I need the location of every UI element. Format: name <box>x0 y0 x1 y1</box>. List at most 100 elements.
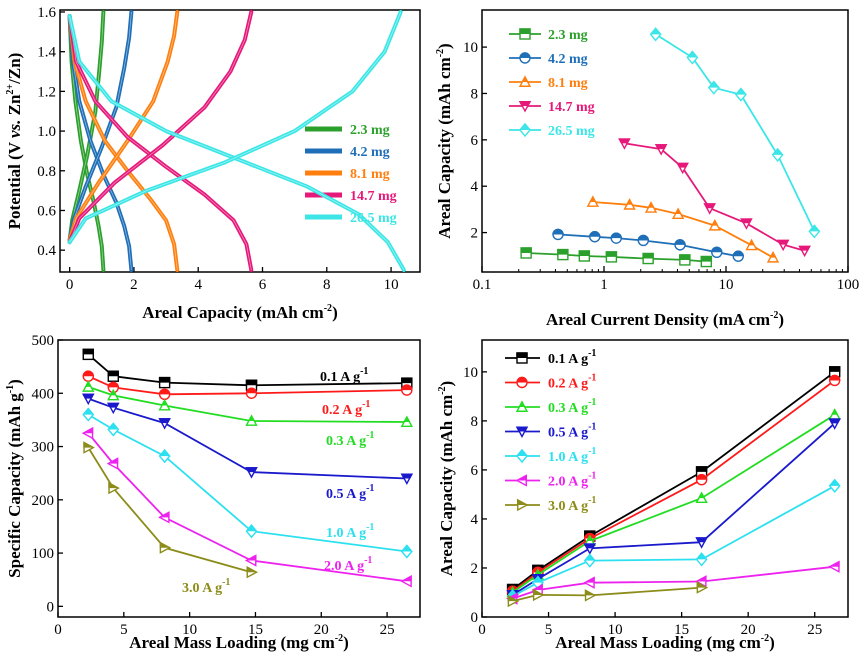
data-point-fill <box>83 441 95 448</box>
data-point-fill <box>674 207 682 215</box>
data-point-fill <box>828 478 841 486</box>
data-point-fill <box>584 589 597 596</box>
y-axis-label-end: ) <box>435 43 454 49</box>
data-point-fill <box>158 418 171 424</box>
y-tick-label: 100 <box>32 546 55 562</box>
x-axis-label-sup: -2 <box>761 633 769 644</box>
x-tick-label: 10 <box>182 622 197 638</box>
series-label: 0.3 A g-1 <box>326 430 374 449</box>
series-label: 0.5 A g-1 <box>326 483 374 502</box>
x-tick-label: 4 <box>194 277 202 293</box>
data-point-fill <box>403 415 411 423</box>
y-axis-label-end: ) <box>5 379 24 385</box>
data-point-fill <box>654 144 668 150</box>
data-point-fill <box>700 255 713 262</box>
x-axis-label: Areal Mass Loading (mg cm-2) <box>555 633 775 652</box>
legend-label-text: 0.3 A g <box>548 401 588 416</box>
discharge-curve <box>67 14 254 272</box>
data-point-fill <box>531 583 543 591</box>
x-tick-label: 10 <box>384 277 399 293</box>
data-point-fill <box>711 246 723 253</box>
legend-label: 8.1 mg <box>350 167 390 182</box>
y-tick-label: 0 <box>47 599 55 615</box>
x-axis-label-sup: -2 <box>335 633 343 644</box>
legend-label: 0.2 A g-1 <box>548 373 596 392</box>
legend-label: 4.2 mg <box>548 52 588 67</box>
x-axis-label: Areal Mass Loading (mg cm-2) <box>129 633 349 652</box>
data-point-fill <box>798 245 811 251</box>
data-point-fill <box>108 481 120 489</box>
data-point-fill <box>647 201 655 208</box>
legend-label-sup: -1 <box>588 446 596 457</box>
data-point-fill <box>732 250 744 257</box>
series-2-3-mg <box>520 247 713 268</box>
plot-frame <box>481 9 849 273</box>
data-point-fill <box>532 588 545 595</box>
data-point-fill <box>748 238 756 246</box>
data-point-fill <box>245 387 258 394</box>
x-tick-label: 100 <box>837 277 860 293</box>
series-label: 2.0 A g-1 <box>324 555 372 574</box>
data-point-fill <box>695 537 708 543</box>
data-point-fill <box>81 427 94 434</box>
legend-label: 14.7 mg <box>350 189 397 204</box>
legend-marker-fill <box>518 400 526 407</box>
y-tick-label: 0.6 <box>37 203 56 219</box>
series-label: 1.0 A g-1 <box>326 522 374 541</box>
data-point-fill <box>82 393 95 399</box>
data-point-fill <box>106 457 119 464</box>
data-point-fill <box>531 575 544 583</box>
data-point-fill <box>676 162 689 168</box>
y-tick-label: 0 <box>471 610 479 626</box>
series-0-2-A-g <box>82 370 413 401</box>
y-tick-label: 4 <box>471 179 479 195</box>
plot-frame <box>481 339 849 618</box>
data-point-fill <box>686 50 699 58</box>
legend-marker-fill <box>521 75 529 82</box>
data-point-fill <box>695 575 707 582</box>
data-point-fill <box>605 251 618 257</box>
series-line <box>512 565 835 600</box>
y-tick-label: 10 <box>463 40 478 56</box>
series-label-text: 2.0 A g <box>324 559 364 574</box>
series-0-5-A-g <box>82 393 414 485</box>
data-point-fill <box>828 366 841 372</box>
x-axis-label: Areal Capacity (mAh cm-2) <box>142 303 337 322</box>
data-point-fill <box>626 198 634 205</box>
data-point-fill <box>159 541 172 548</box>
data-point-fill <box>618 138 631 144</box>
y-tick-label: 1.6 <box>37 5 56 21</box>
x-tick-label: 20 <box>741 622 756 638</box>
data-point-fill <box>679 254 691 260</box>
series-line <box>512 586 702 602</box>
data-point-fill <box>674 239 686 245</box>
x-tick-label: 0 <box>66 277 74 293</box>
legend-label-text: 0.2 A g <box>548 377 588 392</box>
series-label-sup: -1 <box>362 399 370 410</box>
y-axis-label-end: ) <box>437 381 456 387</box>
data-point-fill <box>158 511 170 518</box>
legend-label-sup: -1 <box>588 422 596 433</box>
legend-label: 26.5 mg <box>548 124 595 139</box>
x-tick-label: 5 <box>120 622 128 638</box>
data-point-fill <box>507 594 520 602</box>
data-point-fill <box>400 473 414 479</box>
series-label-text: 0.2 A g <box>322 403 362 418</box>
series-label-sup: -1 <box>364 555 372 566</box>
x-axis-label-text: Areal Mass Loading (mg cm <box>555 633 761 652</box>
legend-label: 4.2 mg <box>350 145 390 160</box>
data-point-fill <box>245 554 257 561</box>
charge-curve-highlight <box>69 11 132 241</box>
series-4-2-mg <box>552 228 744 262</box>
data-point-fill <box>557 248 569 255</box>
data-point-fill <box>158 449 171 457</box>
y-axis-label-text: Areal Capacity (mAh cm <box>437 395 456 576</box>
series-label-sup: -1 <box>360 366 368 377</box>
series-0-3-A-g <box>82 380 414 427</box>
legend-label: 14.7 mg <box>548 100 595 115</box>
y-tick-label: 4 <box>471 512 479 528</box>
series-0-5-A-g <box>506 418 841 602</box>
data-point-fill <box>695 466 708 472</box>
data-point-fill <box>583 553 596 561</box>
